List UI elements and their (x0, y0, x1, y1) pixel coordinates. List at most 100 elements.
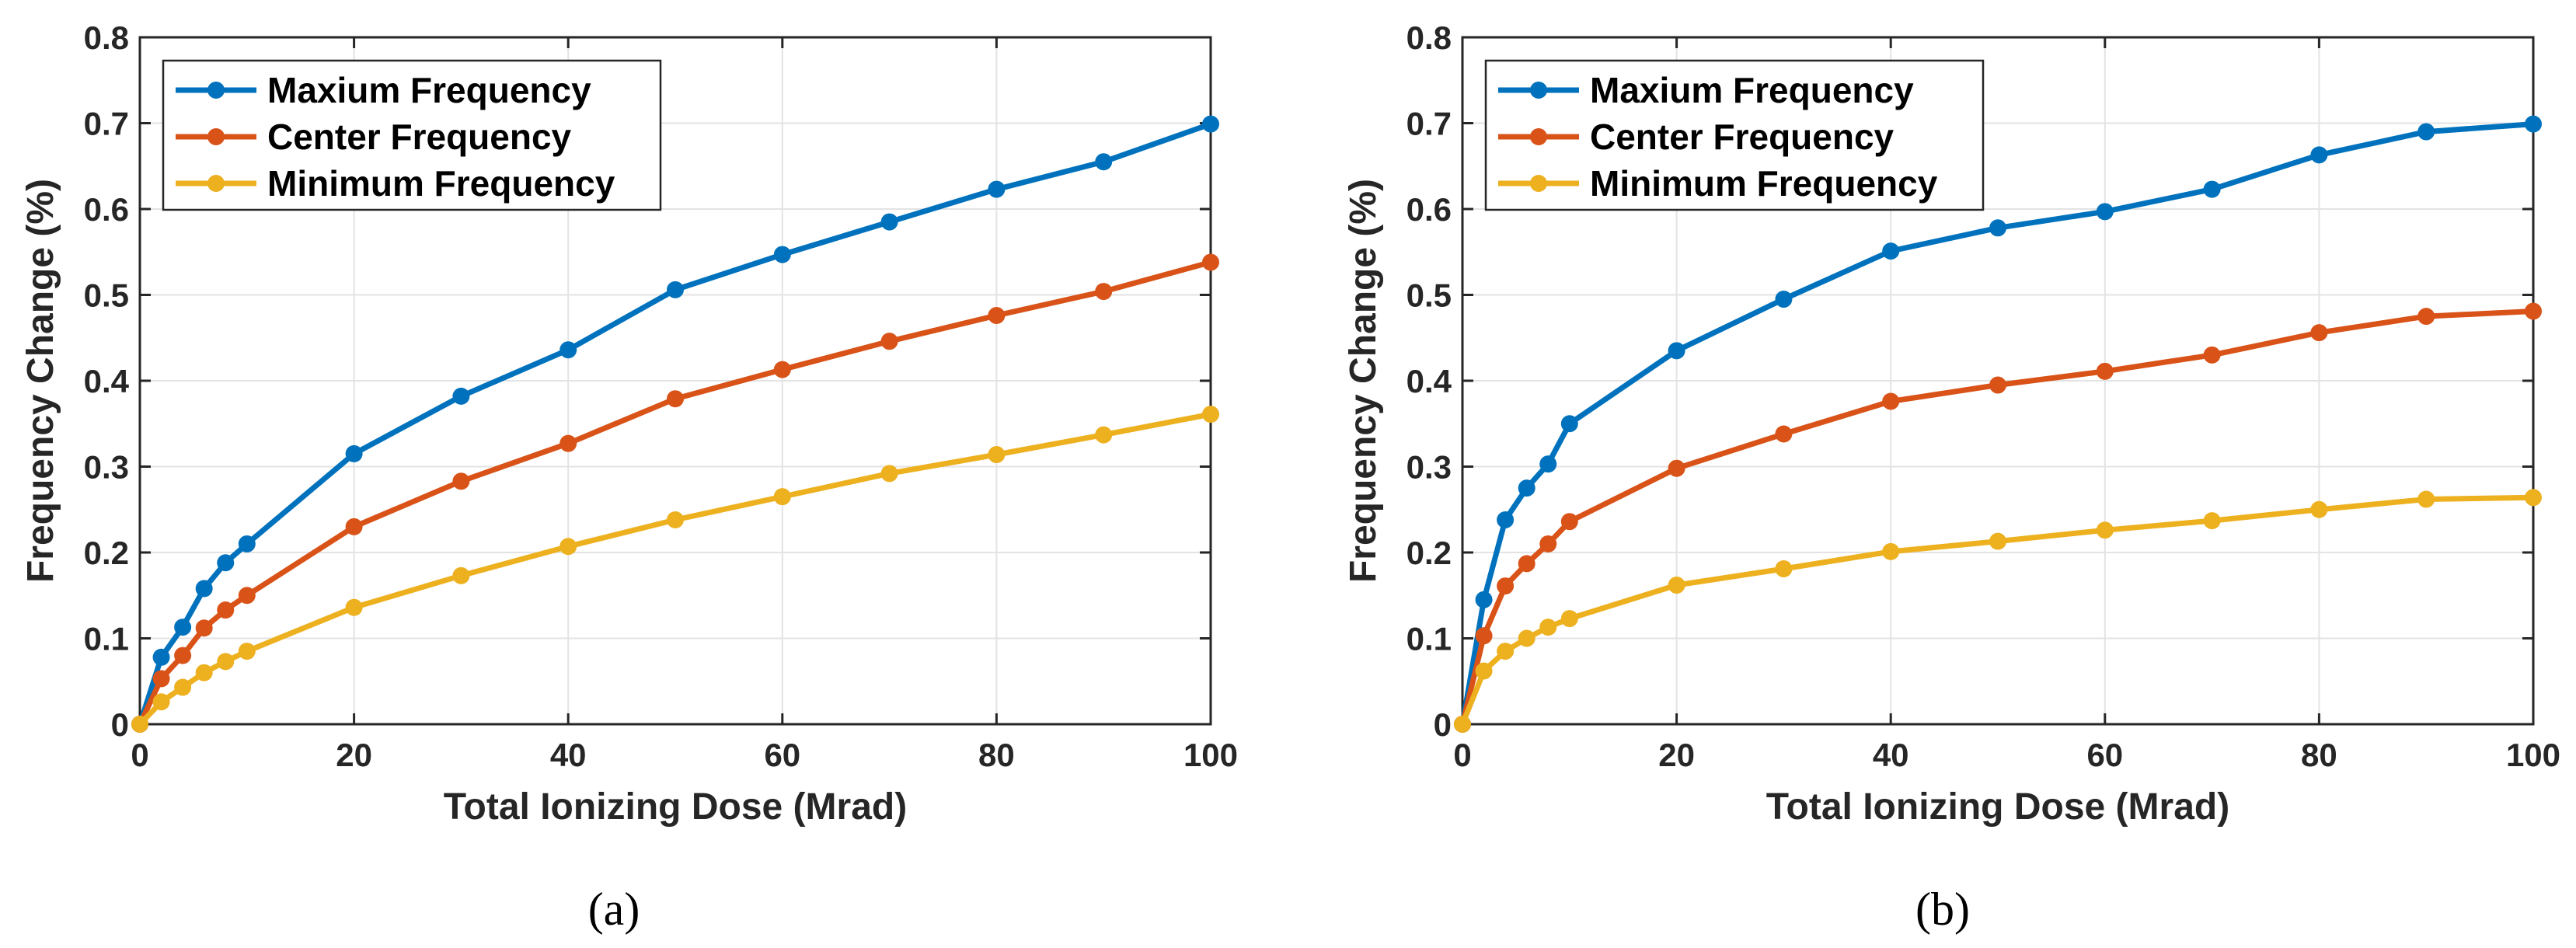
data-point (2203, 346, 2221, 364)
data-point (667, 511, 684, 529)
data-point (1539, 619, 1557, 636)
legend-label: Minimum Frequency (267, 163, 615, 204)
data-point (559, 538, 577, 556)
y-tick-label: 0.3 (84, 449, 129, 486)
data-point (1668, 576, 1685, 594)
data-point (1882, 542, 1900, 560)
y-tick-label: 0.8 (1407, 19, 1452, 56)
y-tick-label: 0.6 (1407, 191, 1452, 228)
data-point (195, 619, 213, 637)
data-point (1882, 242, 1900, 260)
data-point (1202, 115, 1219, 133)
x-tick-label: 80 (978, 737, 1015, 773)
legend-swatch-marker (207, 82, 225, 99)
y-tick-label: 0.8 (84, 19, 129, 56)
x-axis-label: Total Ionizing Dose (Mrad) (1766, 786, 2229, 828)
panel-caption: (b) (1915, 884, 1970, 935)
data-point (152, 693, 170, 711)
y-tick-label: 0.2 (1407, 535, 1452, 571)
legend-label: Maxium Frequency (1590, 70, 1914, 110)
data-point (2096, 203, 2114, 221)
y-tick-label: 0.4 (84, 363, 130, 399)
data-point (1882, 392, 1900, 410)
data-point (1475, 627, 1493, 645)
data-point (559, 341, 577, 359)
x-tick-label: 100 (2506, 737, 2560, 773)
data-point (1518, 555, 1535, 573)
data-point (1202, 406, 1219, 423)
data-point (345, 598, 363, 616)
x-tick-label: 100 (1183, 737, 1238, 773)
data-point (880, 465, 898, 483)
legend-label: Center Frequency (267, 117, 572, 157)
y-tick-label: 0.7 (1407, 106, 1452, 142)
chart-panel-0: 0 20 40 60 80 100 0 0.1 0.2 0.3 0.4 0.5 0.6 0.7 0.8 Tot… (20, 19, 1238, 935)
x-tick-label: 20 (336, 737, 372, 773)
data-point (1989, 219, 2006, 237)
legend-swatch-marker (1530, 175, 1547, 192)
data-point (2417, 308, 2435, 326)
data-point (1775, 425, 1793, 443)
data-point (452, 472, 470, 490)
y-tick-label: 0.5 (1407, 277, 1452, 314)
data-point (988, 307, 1006, 325)
data-point (1775, 291, 1793, 308)
data-point (2096, 362, 2114, 380)
data-point (174, 678, 192, 696)
legend-label: Maxium Frequency (267, 70, 591, 110)
data-point (2417, 123, 2435, 141)
x-tick-label: 60 (764, 737, 800, 773)
data-point (452, 566, 470, 584)
data-point (2310, 146, 2328, 164)
chart-panel-1: 0 20 40 60 80 100 0 0.1 0.2 0.3 0.4 0.5 0.6 0.7 0.8 Tot… (1343, 19, 2560, 935)
data-point (1454, 716, 1471, 733)
data-point (345, 444, 363, 462)
legend-swatch-marker (1530, 128, 1547, 145)
legend-swatch-marker (207, 128, 225, 145)
data-point (2203, 180, 2221, 198)
data-point (238, 643, 256, 660)
data-point (195, 664, 213, 681)
legend-swatch-marker (1530, 82, 1547, 99)
y-axis-label: Frequency Change (%) (20, 179, 61, 583)
y-tick-label: 0.4 (1407, 363, 1452, 399)
data-point (773, 488, 791, 506)
data-point (452, 387, 470, 405)
data-point (217, 554, 235, 572)
data-point (1560, 610, 1578, 628)
y-tick-label: 0 (1434, 706, 1452, 743)
data-point (152, 648, 170, 666)
data-point (773, 361, 791, 378)
data-point (2525, 115, 2542, 133)
data-point (1989, 376, 2006, 394)
data-point (1475, 591, 1493, 608)
data-point (988, 180, 1006, 198)
data-point (2525, 489, 2542, 507)
x-tick-label: 40 (550, 737, 587, 773)
data-point (174, 619, 192, 636)
data-point (667, 390, 684, 408)
data-point (195, 580, 213, 598)
legend-label: Center Frequency (1590, 117, 1895, 157)
x-tick-label: 0 (1453, 737, 1471, 773)
y-tick-label: 0.6 (84, 191, 129, 228)
data-point (1518, 479, 1535, 497)
y-tick-label: 0 (111, 706, 129, 743)
y-tick-label: 0.5 (84, 277, 129, 314)
data-point (238, 535, 256, 552)
data-point (2096, 521, 2114, 539)
x-tick-label: 40 (1873, 737, 1909, 773)
data-point (1989, 532, 2006, 550)
legend-swatch-marker (207, 175, 225, 192)
data-point (1539, 455, 1557, 473)
data-point (131, 716, 148, 733)
data-point (2310, 324, 2328, 342)
legend: Maxium Frequency Center Frequency Minimum … (1484, 59, 1985, 211)
data-point (238, 587, 256, 605)
data-point (988, 446, 1006, 464)
y-tick-label: 0.2 (84, 535, 129, 571)
data-point (1497, 643, 1515, 660)
data-point (1668, 459, 1685, 477)
x-tick-label: 0 (131, 737, 148, 773)
